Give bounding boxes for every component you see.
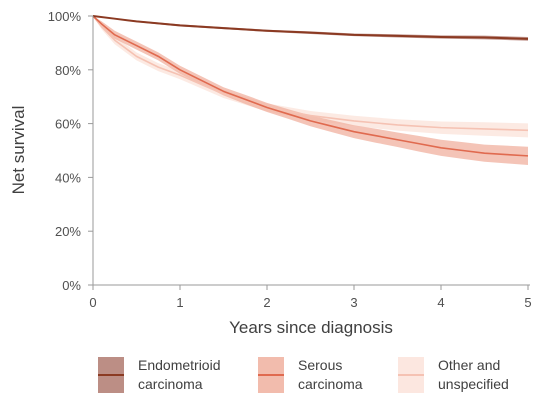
x-tick-labels: 0 1 2 3 4 5 — [89, 285, 532, 310]
y-tick-label: 60% — [55, 117, 81, 132]
series-line-0 — [92, 15, 529, 40]
legend-item-2: Other and unspecified — [398, 357, 509, 393]
series-line-2 — [92, 15, 529, 132]
confidence-bands — [93, 16, 528, 166]
legend-item-1: Serous carcinoma — [258, 357, 363, 393]
band-1 — [93, 16, 528, 166]
band-2 — [93, 16, 528, 138]
x-axis-label: Years since diagnosis — [229, 318, 393, 337]
y-axis-label: Net survival — [9, 106, 28, 195]
legend-label: Other and — [438, 357, 500, 373]
legend-item-0: Endometrioid carcinoma — [98, 357, 221, 393]
legend-label: carcinoma — [138, 376, 203, 392]
x-tick-label: 3 — [350, 295, 357, 310]
y-tick-label: 0% — [62, 278, 81, 293]
series-line-1 — [92, 15, 529, 157]
series-lines — [92, 15, 529, 157]
x-tick-label: 4 — [437, 295, 444, 310]
x-tick-label: 2 — [263, 295, 270, 310]
y-tick-label: 80% — [55, 63, 81, 78]
y-tick-label: 40% — [55, 170, 81, 185]
x-tick-label: 5 — [524, 295, 531, 310]
legend-label: Serous — [298, 357, 342, 373]
y-tick-label: 100% — [48, 9, 82, 24]
legend-label: carcinoma — [298, 376, 363, 392]
y-tick-label: 20% — [55, 224, 81, 239]
y-tick-labels: 0% 20% 40% 60% 80% 100% — [48, 9, 93, 293]
x-tick-label: 0 — [89, 295, 96, 310]
x-tick-label: 1 — [176, 295, 183, 310]
legend: Endometrioid carcinoma Serous carcinoma Othe… — [98, 357, 509, 393]
legend-label: Endometrioid — [138, 357, 221, 373]
axes — [92, 16, 530, 286]
legend-label: unspecified — [438, 376, 509, 392]
